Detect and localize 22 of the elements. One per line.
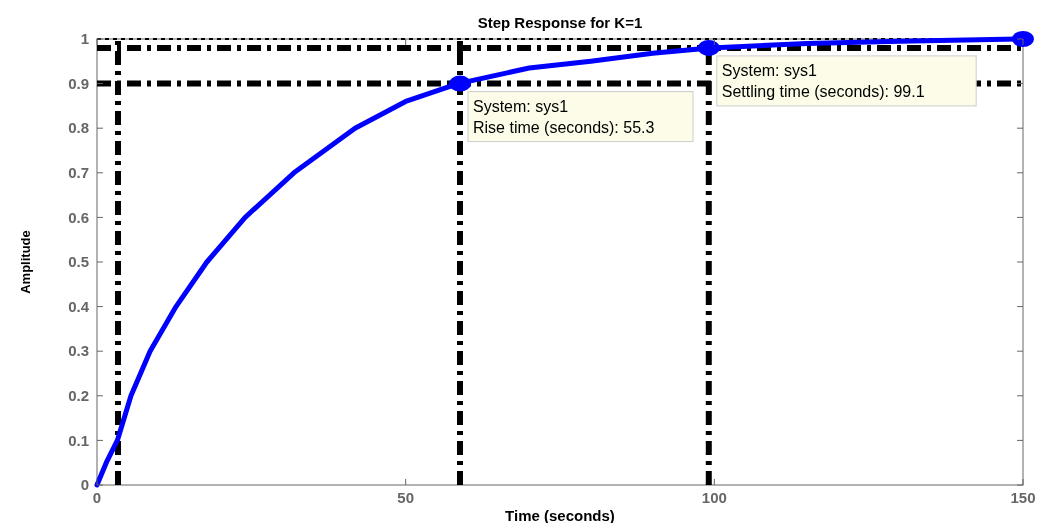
y-tick-label: 0.6	[68, 208, 89, 226]
y-tick-label: 0.5	[68, 253, 89, 271]
y-tick-label: 0.8	[68, 119, 89, 137]
y-tick-label: 1	[80, 30, 89, 48]
x-tick-label: 0	[92, 489, 102, 506]
y-tick-label: 0.7	[68, 164, 89, 182]
y-tick-label: 0.2	[68, 387, 89, 405]
y-axis-title: Amplitude	[18, 230, 33, 294]
chart-title: Step Response for K=1	[477, 14, 643, 31]
point	[1012, 31, 1034, 47]
y-tick-label: 0.9	[68, 74, 89, 92]
y-tick-label: 0.3	[68, 342, 89, 360]
y-tick-label: 0.1	[68, 431, 89, 449]
y-tick-label: 0	[80, 476, 89, 494]
point	[448, 75, 471, 92]
x-tick-label: 100	[701, 489, 727, 506]
annotation: System: sys1 Settling time (seconds): 99.1	[721, 61, 925, 100]
annotation: System: sys1 Rise time (seconds): 55.3	[472, 97, 655, 136]
x-tick-label: 150	[1010, 489, 1036, 506]
x-tick-label: 50	[397, 489, 415, 506]
y-tick-label: 0.4	[68, 297, 90, 315]
point	[697, 39, 720, 56]
